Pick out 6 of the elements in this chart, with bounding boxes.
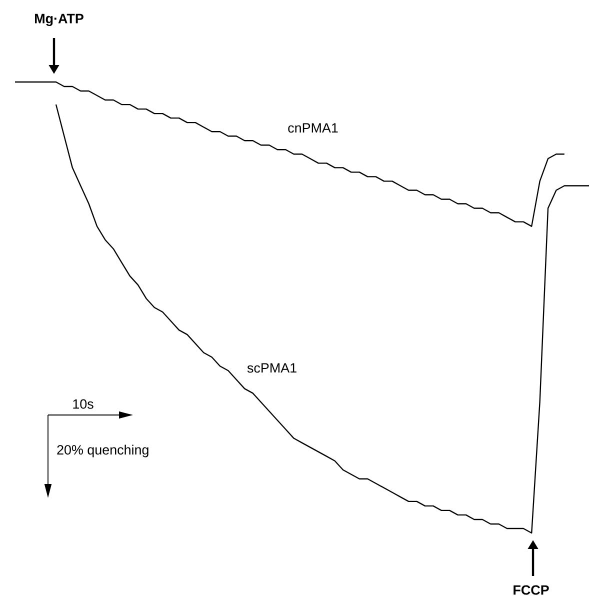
text: FCCP <box>514 585 550 595</box>
series-label: cnPMA1 <box>288 123 338 133</box>
series-label: scPMA1 <box>248 363 297 373</box>
text: Mg·ATP <box>35 14 84 26</box>
annotation: 10s <box>73 399 94 409</box>
annotation: 20% quenching <box>57 444 149 458</box>
